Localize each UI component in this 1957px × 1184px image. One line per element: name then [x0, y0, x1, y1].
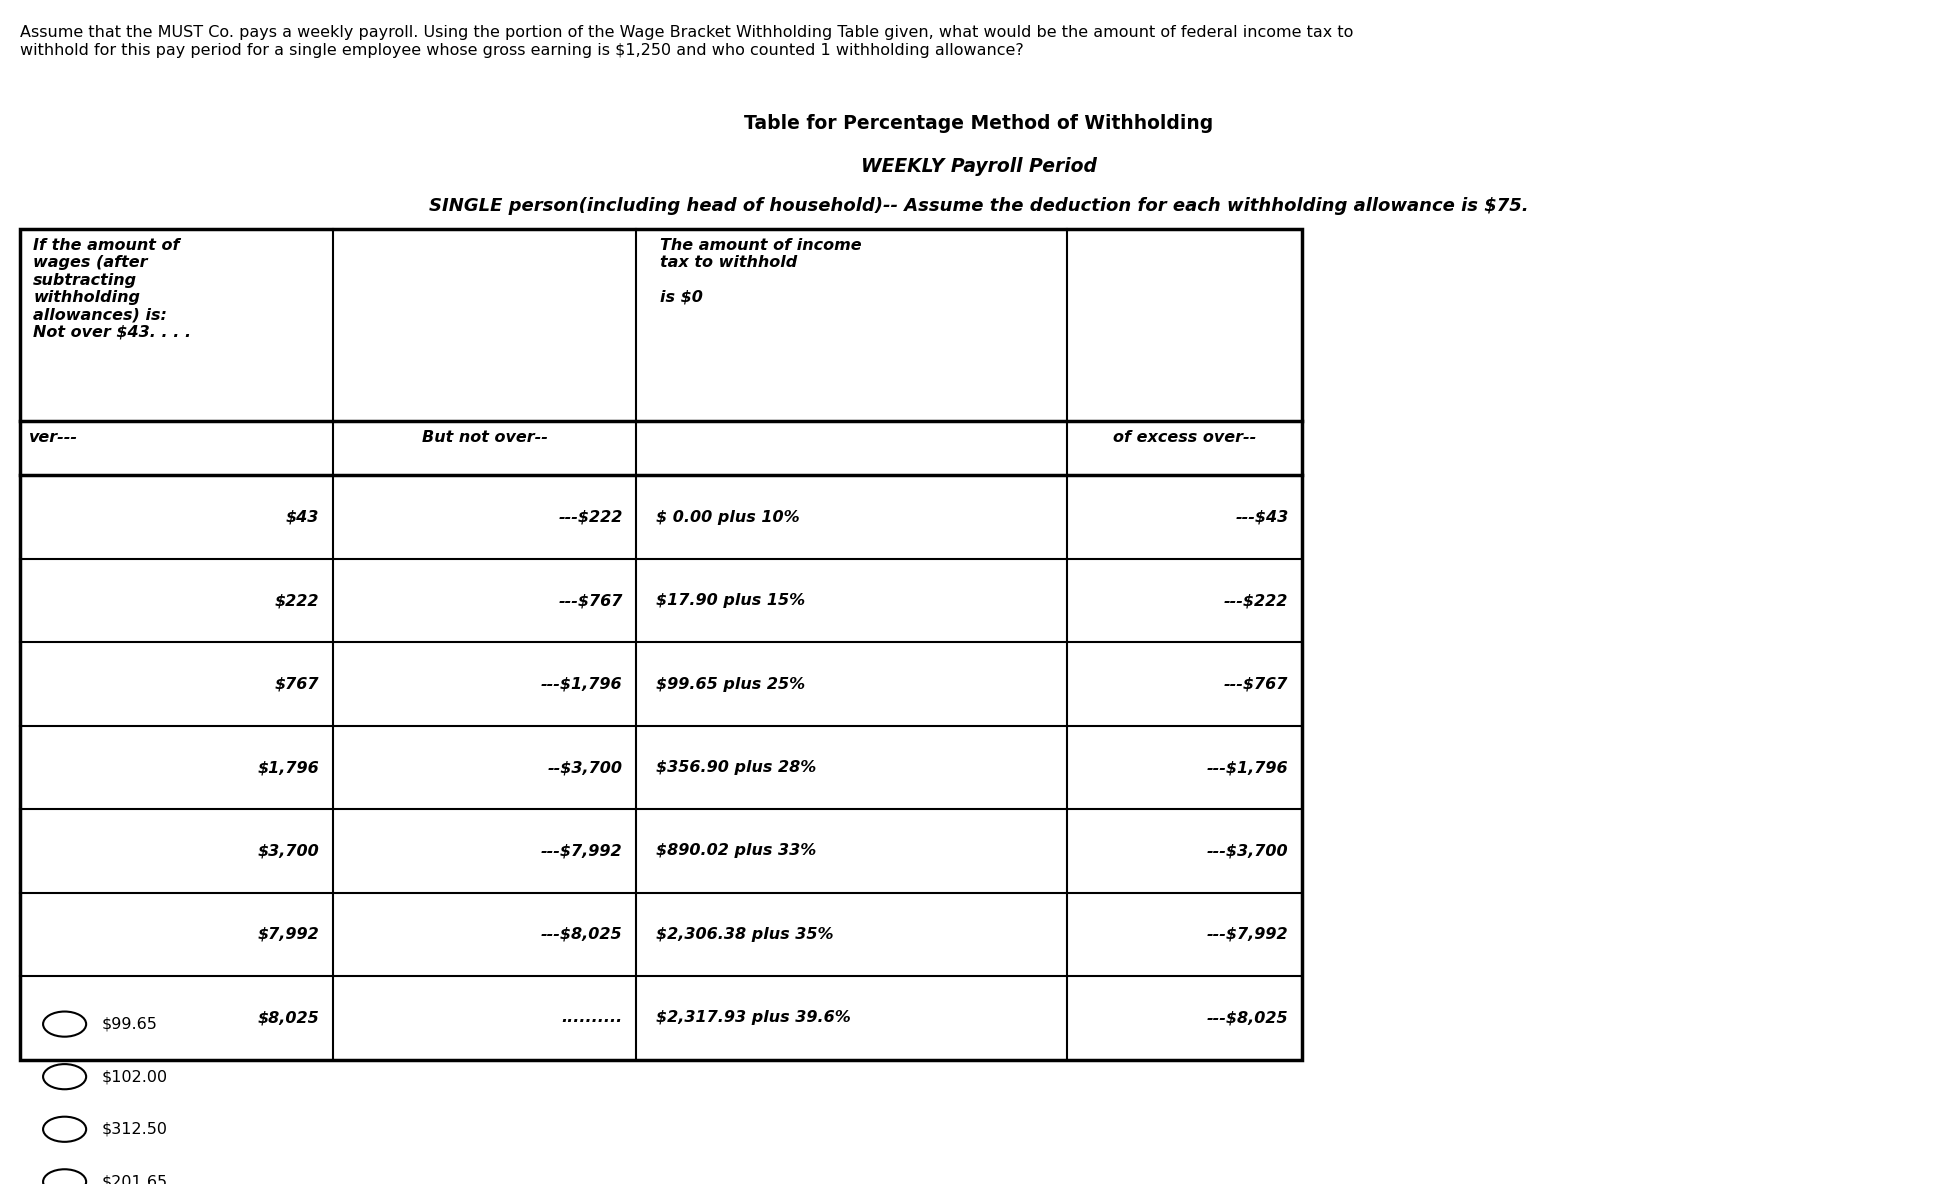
Text: ---$1,796: ---$1,796	[1206, 760, 1288, 776]
Text: If the amount of
wages (after
subtracting
withholding
allowances) is:
Not over $: If the amount of wages (after subtractin…	[33, 238, 192, 340]
Text: WEEKLY Payroll Period: WEEKLY Payroll Period	[861, 156, 1096, 175]
Text: $312.50: $312.50	[102, 1121, 168, 1137]
Text: $356.90 plus 28%: $356.90 plus 28%	[656, 760, 816, 776]
Text: $ 0.00 plus 10%: $ 0.00 plus 10%	[656, 509, 798, 525]
Text: SINGLE person(including head of household)-- Assume the deduction for each withh: SINGLE person(including head of househol…	[429, 197, 1528, 214]
Text: --$3,700: --$3,700	[548, 760, 622, 776]
Text: $2,317.93 plus 39.6%: $2,317.93 plus 39.6%	[656, 1010, 849, 1025]
Text: ---$43: ---$43	[1235, 509, 1288, 525]
Text: ---$8,025: ---$8,025	[540, 927, 622, 942]
Text: $2,306.38 plus 35%: $2,306.38 plus 35%	[656, 927, 834, 942]
Text: ---$7,992: ---$7,992	[540, 843, 622, 858]
Text: $890.02 plus 33%: $890.02 plus 33%	[656, 843, 816, 858]
Text: ver---: ver---	[29, 430, 78, 445]
Text: $7,992: $7,992	[256, 927, 319, 942]
Text: of excess over--: of excess over--	[1112, 430, 1256, 445]
Text: ---$1,796: ---$1,796	[540, 676, 622, 691]
Text: ---$767: ---$767	[558, 593, 622, 609]
Text: $99.65: $99.65	[102, 1017, 159, 1031]
Text: ---$7,992: ---$7,992	[1206, 927, 1288, 942]
Text: ---$767: ---$767	[1223, 676, 1288, 691]
Text: $201.65: $201.65	[102, 1175, 168, 1184]
Text: ---$8,025: ---$8,025	[1206, 1010, 1288, 1025]
Text: The amount of income
tax to withhold

is $0: The amount of income tax to withhold is …	[660, 238, 861, 305]
Text: $102.00: $102.00	[102, 1069, 168, 1085]
Text: $43: $43	[286, 509, 319, 525]
Text: ---$222: ---$222	[1223, 593, 1288, 609]
Text: $1,796: $1,796	[256, 760, 319, 776]
Text: $3,700: $3,700	[256, 843, 319, 858]
Text: Table for Percentage Method of Withholding: Table for Percentage Method of Withholdi…	[744, 115, 1213, 134]
Text: But not over--: But not over--	[421, 430, 548, 445]
Text: $99.65 plus 25%: $99.65 plus 25%	[656, 676, 804, 691]
Text: $767: $767	[274, 676, 319, 691]
Text: $8,025: $8,025	[256, 1010, 319, 1025]
Text: $222: $222	[274, 593, 319, 609]
Text: $17.90 plus 15%: $17.90 plus 15%	[656, 593, 804, 609]
Text: ---$222: ---$222	[558, 509, 622, 525]
Text: ---$3,700: ---$3,700	[1206, 843, 1288, 858]
Text: Assume that the MUST Co. pays a weekly payroll. Using the portion of the Wage Br: Assume that the MUST Co. pays a weekly p…	[20, 25, 1352, 58]
Text: ..........: ..........	[562, 1010, 622, 1025]
